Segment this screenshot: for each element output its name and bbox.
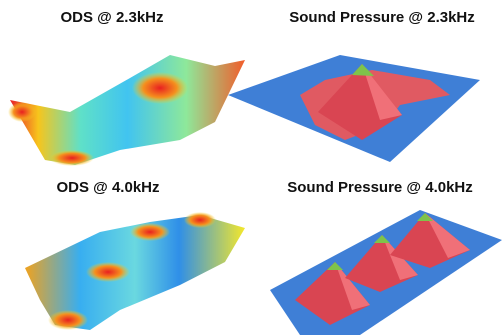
ods-surface xyxy=(8,55,245,166)
panel-title: ODS @ 2.3kHz xyxy=(61,9,164,26)
pressure-surface xyxy=(270,210,502,335)
panel-title: ODS @ 4.0kHz xyxy=(57,179,160,196)
ods-surface xyxy=(25,212,245,330)
figure: ODS @ 2.3kHz Sound Pressure @ 2.3kHz ODS… xyxy=(0,0,504,335)
panel-title: Sound Pressure @ 2.3kHz xyxy=(289,9,475,26)
pressure-surface xyxy=(228,55,480,162)
panel-title: Sound Pressure @ 4.0kHz xyxy=(287,179,473,196)
